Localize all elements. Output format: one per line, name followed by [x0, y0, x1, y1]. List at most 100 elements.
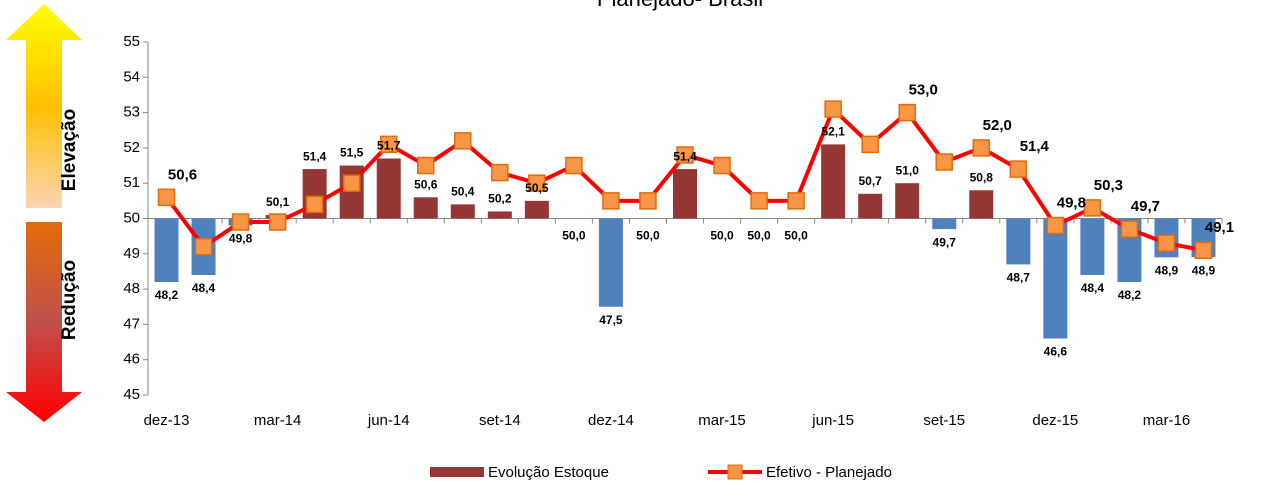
bar-label: 46,6 [1044, 345, 1068, 359]
marker [1046, 216, 1065, 235]
bar-label: 50,0 [710, 229, 734, 243]
y-tick-label: 55 [123, 33, 140, 50]
bar-label: 51,5 [340, 146, 364, 160]
bar [450, 204, 475, 219]
side-label: Elevação [59, 109, 80, 191]
legend-label: Efetivo - Planejado [766, 464, 892, 481]
line-label: 49,8 [1057, 195, 1086, 212]
y-tick-label: 52 [123, 139, 140, 156]
marker [639, 192, 657, 210]
marker [972, 139, 991, 157]
bar [673, 169, 697, 219]
bar-label: 52,1 [821, 125, 845, 139]
y-tick-label: 47 [123, 315, 140, 332]
x-tick-label: dez-15 [1032, 412, 1078, 429]
y-tick-label: 50 [123, 209, 140, 226]
x-tick-label: set-14 [479, 412, 521, 429]
line-label: 52,0 [983, 117, 1012, 134]
marker [305, 195, 324, 214]
bar [969, 190, 994, 219]
bar-label: 50,6 [414, 177, 438, 191]
bar-label: 48,2 [155, 288, 179, 302]
legend-swatch [727, 464, 743, 480]
y-tick-label: 54 [123, 68, 140, 85]
marker [1194, 241, 1213, 260]
marker [713, 156, 731, 175]
y-tick-label: 51 [123, 174, 140, 191]
line-label: 49,1 [1205, 219, 1234, 236]
bar-label: 50,0 [636, 229, 660, 243]
marker [676, 146, 694, 164]
bar [487, 211, 512, 219]
y-tick-label: 49 [123, 245, 140, 262]
y-tick-label: 45 [123, 386, 140, 403]
x-tick-label: mar-14 [254, 412, 302, 429]
bar [932, 218, 957, 230]
marker [528, 174, 546, 192]
bar-label: 48,7 [1007, 271, 1031, 285]
bar-label: 48,4 [1081, 281, 1105, 295]
marker [787, 192, 805, 210]
x-tick-label: mar-15 [698, 412, 746, 429]
marker [935, 153, 953, 171]
bar-label: 48,9 [1155, 264, 1179, 278]
marker [1157, 234, 1176, 252]
x-tick-label: dez-14 [588, 412, 634, 429]
x-tick-label: mar-16 [1143, 412, 1191, 429]
line-label: 50,6 [168, 166, 197, 183]
y-tick-label: 53 [123, 104, 140, 121]
bar-label: 49,8 [229, 232, 253, 246]
marker [454, 132, 472, 150]
marker [417, 156, 435, 175]
marker [194, 237, 213, 256]
bar-label: 50,4 [451, 185, 475, 199]
bar-label: 50,0 [562, 229, 586, 243]
up-arrow [6, 4, 82, 208]
bar-label: 48,2 [1118, 288, 1142, 302]
side-label: Redução [59, 260, 80, 340]
marker [861, 135, 879, 154]
bar-label: 50,0 [784, 229, 808, 243]
bar-label: 50,5 [525, 181, 549, 195]
marker [824, 100, 842, 118]
line-label: 51,4 [1020, 138, 1050, 155]
marker [1083, 199, 1102, 217]
bar-label: 50,7 [858, 174, 882, 188]
marker [898, 103, 916, 122]
bar-label: 50,1 [266, 195, 290, 209]
bar [1006, 218, 1031, 265]
bar [895, 183, 920, 219]
marker [379, 135, 398, 154]
legend-swatch [430, 467, 484, 477]
bar-label: 50,8 [970, 170, 994, 184]
bar [376, 158, 401, 219]
marker [1120, 220, 1139, 238]
bar [821, 144, 846, 219]
marker [1009, 160, 1028, 178]
bar-label: 51,0 [896, 163, 920, 177]
marker [565, 156, 583, 175]
bar [413, 197, 438, 219]
bar [154, 218, 179, 283]
bar-label: 51,7 [377, 139, 401, 153]
marker [491, 163, 509, 182]
chart-title: Planejado- Brasil [597, 0, 763, 11]
x-tick-label: dez-13 [144, 412, 190, 429]
x-tick-label: jun-14 [367, 412, 410, 429]
marker [602, 192, 620, 210]
bar [1043, 218, 1068, 339]
bar [858, 193, 883, 219]
bar [1080, 218, 1105, 275]
y-tick-label: 46 [123, 351, 140, 368]
bar-label: 49,7 [933, 235, 957, 249]
bar [598, 218, 623, 307]
bar-label: 50,2 [488, 192, 512, 206]
marker [231, 213, 250, 231]
marker [157, 188, 176, 207]
marker [750, 192, 768, 210]
y-tick-label: 48 [123, 280, 140, 297]
bar [524, 200, 549, 219]
legend-label: Evolução Estoque [488, 464, 609, 481]
x-tick-label: set-15 [923, 412, 965, 429]
